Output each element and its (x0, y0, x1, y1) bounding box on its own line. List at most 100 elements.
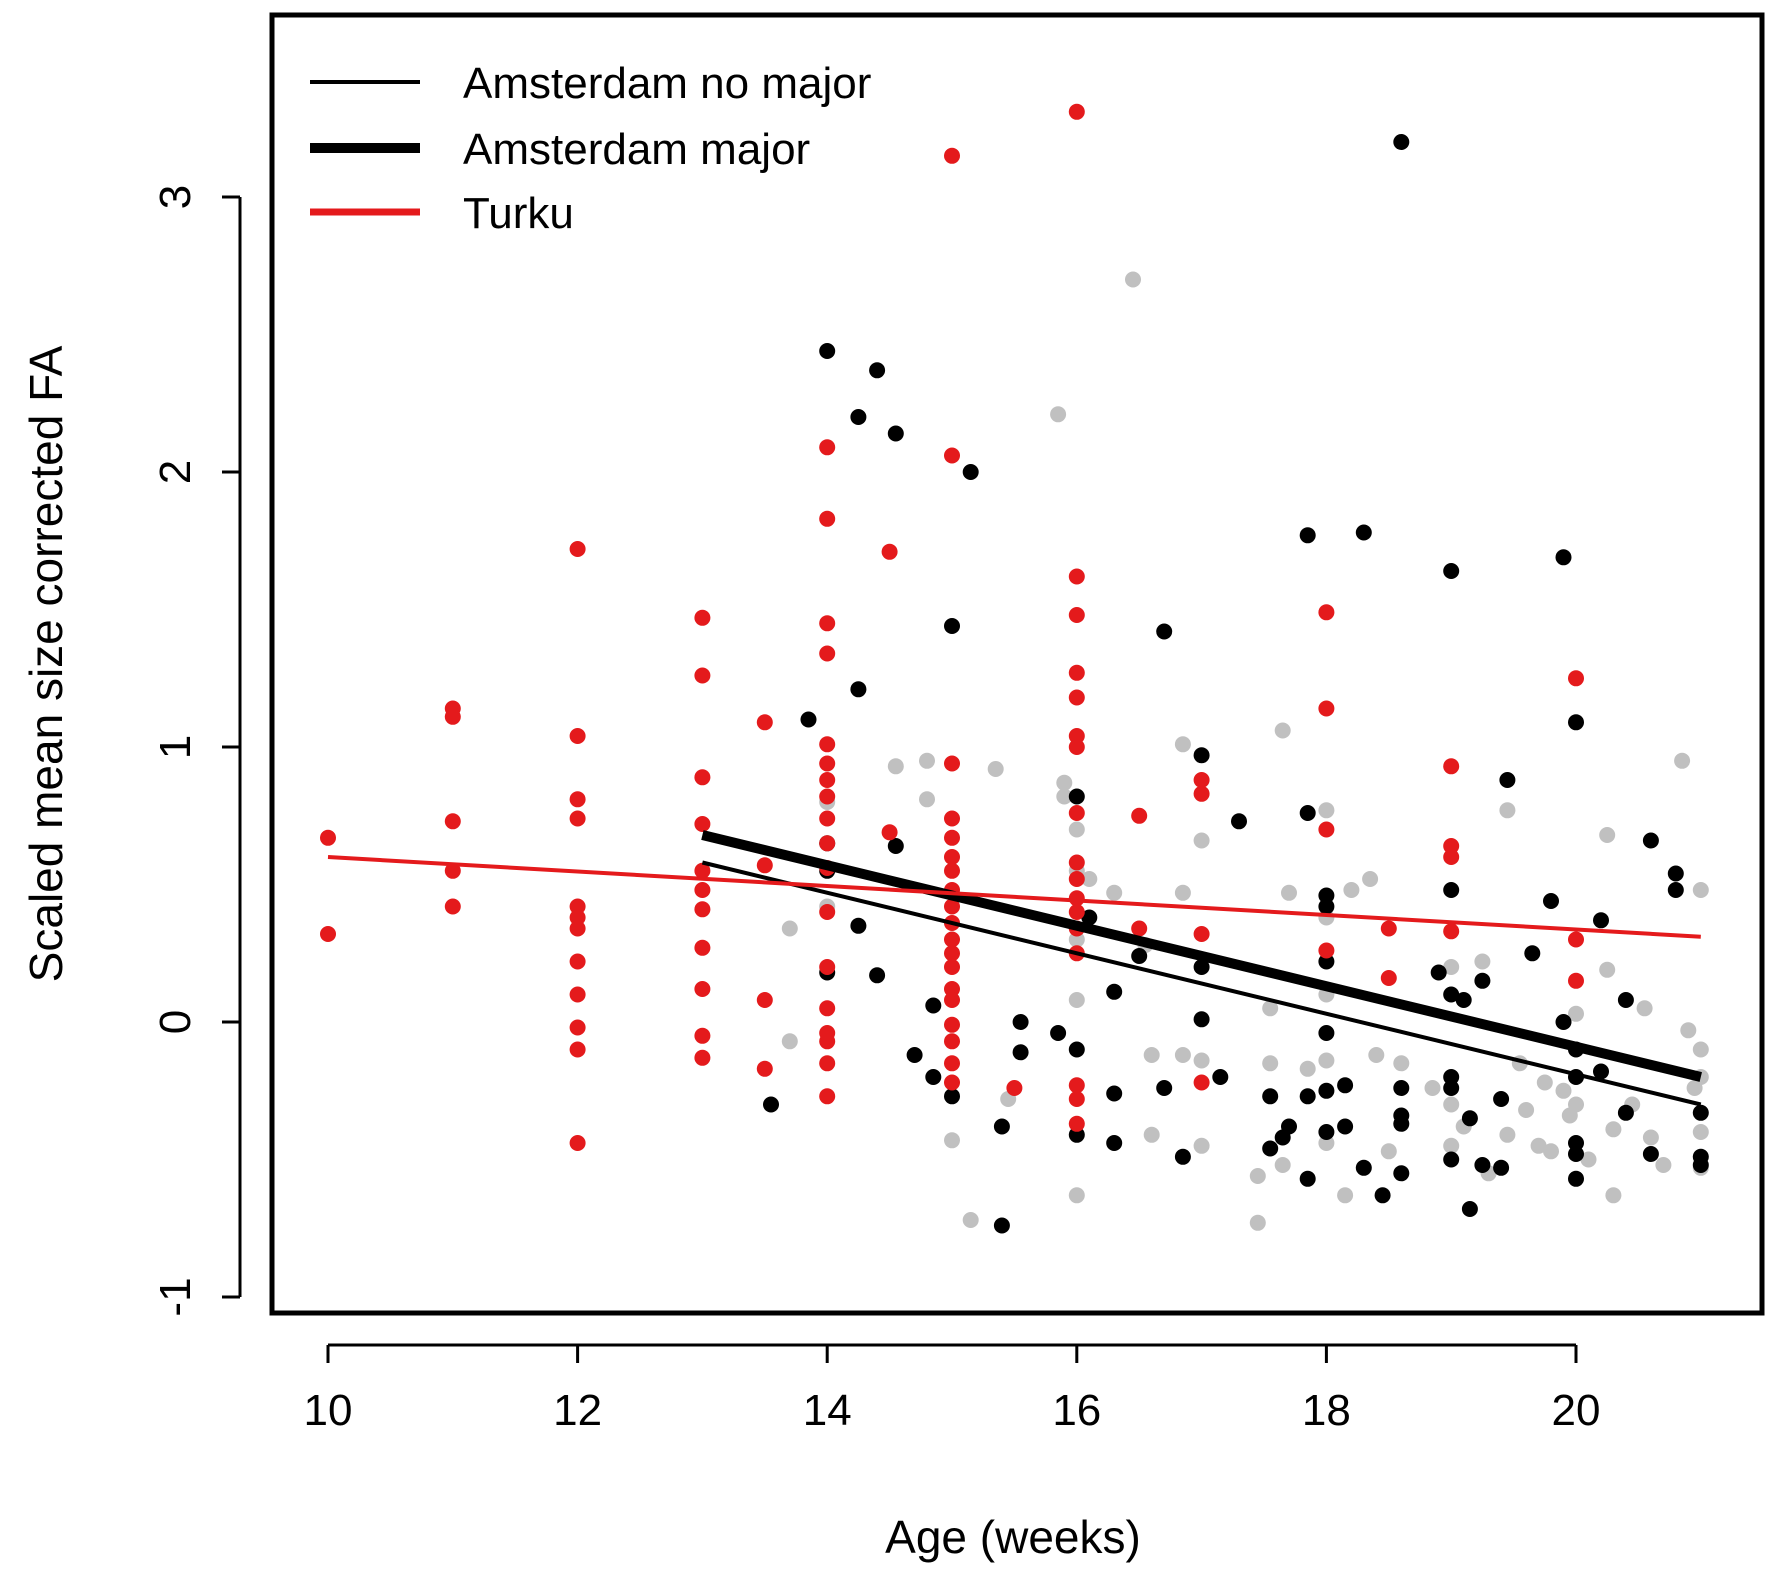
x-tick-label: 16 (1052, 1386, 1101, 1435)
amsterdam-point (869, 362, 886, 379)
amsterdam-point (1593, 912, 1609, 929)
turku-point (569, 541, 586, 557)
turku-point (944, 981, 960, 997)
amsterdam-point (869, 967, 886, 984)
amsterdam-point (1593, 1063, 1609, 1080)
amsterdam-point (1131, 948, 1148, 964)
amsterdam-point (1318, 898, 1335, 915)
x-tick-label: 12 (553, 1386, 602, 1435)
x-tick-label: 20 (1552, 1386, 1601, 1435)
amsterdam-point (1174, 1148, 1191, 1165)
y-tick-label: 1 (151, 735, 200, 759)
legend-label-0: Amsterdam no major (463, 59, 871, 108)
grey-point (1655, 1157, 1672, 1173)
grey-point (1068, 992, 1085, 1008)
amsterdam-point (800, 711, 817, 728)
grey-point (1568, 1096, 1584, 1113)
turku-point (1380, 920, 1397, 937)
turku-point (1318, 700, 1335, 717)
turku-point (1380, 970, 1397, 986)
grey-point (1193, 832, 1210, 849)
amsterdam-point (1642, 1146, 1659, 1162)
amsterdam-point (887, 425, 904, 442)
amsterdam-point (1642, 832, 1659, 849)
turku-point (944, 1033, 960, 1050)
y-axis: -1 0 1 2 3 (151, 185, 242, 1317)
grey-point (1580, 1151, 1597, 1168)
turku-point (1318, 821, 1335, 838)
turku-point (444, 708, 461, 725)
turku-point (1443, 923, 1460, 940)
grey-point (1274, 722, 1291, 739)
turku-point (819, 1088, 836, 1105)
amsterdam-point (1568, 1135, 1584, 1151)
grey-point (919, 752, 935, 769)
x-axis-title: Age (weeks) (885, 1511, 1141, 1563)
turku-point (944, 959, 960, 975)
turku-point (756, 1060, 773, 1077)
turku-point (819, 645, 836, 662)
amsterdam-point (1318, 1124, 1335, 1140)
y-tick-label: 3 (151, 185, 200, 209)
turku-point (1443, 849, 1460, 865)
amsterdam-point (944, 1088, 960, 1105)
turku-point (756, 714, 773, 731)
grey-point (1262, 1055, 1279, 1072)
amsterdam-point (1231, 813, 1247, 830)
plot-frame (269, 12, 1765, 1316)
amsterdam-point (1493, 1091, 1510, 1107)
amsterdam-point (1443, 882, 1460, 898)
turku-point (1568, 972, 1584, 989)
turku-point (569, 1135, 586, 1151)
turku-point (694, 862, 711, 879)
turku-point (1068, 607, 1085, 623)
amsterdam-point (1106, 1135, 1123, 1151)
amsterdam-point (1193, 959, 1210, 975)
amsterdam-point (993, 1118, 1010, 1135)
turku-point (1068, 904, 1085, 920)
amsterdam-point (1393, 134, 1410, 150)
grey-point (1443, 1137, 1460, 1154)
amsterdam-point (1299, 527, 1316, 544)
grey-point (1050, 406, 1067, 423)
amsterdam-point (1443, 1069, 1460, 1085)
turku-point (944, 755, 960, 772)
turku-point (444, 813, 461, 830)
amsterdam-point (1617, 1104, 1634, 1121)
amsterdam-point (1555, 549, 1572, 566)
amsterdam-point (1212, 1069, 1229, 1085)
grey-point (1599, 961, 1616, 978)
turku-point (819, 755, 836, 772)
legend-label-2: Turku (463, 189, 574, 238)
amsterdam-point (1692, 1104, 1709, 1121)
turku-point (694, 816, 711, 832)
grey-point (1474, 953, 1491, 970)
grey-point (1642, 1129, 1659, 1146)
turku-point (944, 1055, 960, 1072)
amsterdam-point (925, 997, 942, 1014)
grey-point (1174, 1047, 1191, 1063)
amsterdam-point (1393, 1115, 1410, 1132)
y-tick-label: -1 (151, 1277, 200, 1316)
grey-point (1530, 1137, 1547, 1154)
grey-point (1536, 1074, 1553, 1091)
turku-point (320, 829, 336, 846)
turku-point (1443, 758, 1460, 775)
grey-point (1318, 1052, 1335, 1069)
grey-point (1125, 271, 1141, 288)
turku-point (944, 810, 960, 827)
turku-point (694, 901, 711, 918)
amsterdam-point (1355, 1159, 1372, 1176)
amsterdam-point (1667, 865, 1684, 882)
turku-point (1068, 728, 1085, 744)
turku-point (944, 898, 960, 915)
turku-point (569, 810, 586, 827)
turku-point (1068, 1091, 1085, 1107)
x-tick-label: 18 (1302, 1386, 1351, 1435)
grey-point (1499, 1126, 1516, 1143)
turku-point (569, 728, 586, 744)
amsterdam-point (1393, 1080, 1410, 1096)
amsterdam-point (1318, 953, 1335, 970)
turku-point (819, 835, 836, 852)
